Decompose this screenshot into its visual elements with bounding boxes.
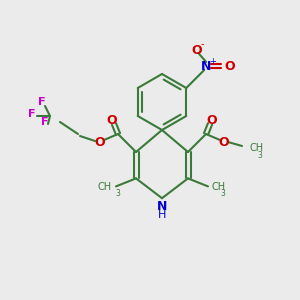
Text: CH: CH xyxy=(98,182,112,192)
Text: +: + xyxy=(209,56,216,65)
Text: O: O xyxy=(107,113,117,127)
Text: N: N xyxy=(201,59,211,73)
Text: F: F xyxy=(41,117,49,127)
Text: O: O xyxy=(95,136,105,148)
Text: CH: CH xyxy=(249,143,263,153)
Text: O: O xyxy=(224,59,235,73)
Text: 3: 3 xyxy=(220,189,225,198)
Text: CH: CH xyxy=(212,182,226,192)
Text: O: O xyxy=(191,44,202,56)
Text: 3: 3 xyxy=(115,189,120,198)
Text: -: - xyxy=(200,39,204,49)
Text: 3: 3 xyxy=(257,151,262,160)
Text: N: N xyxy=(157,200,167,213)
Text: O: O xyxy=(219,136,229,148)
Text: F: F xyxy=(38,97,46,107)
Text: H: H xyxy=(158,210,166,220)
Text: F: F xyxy=(28,109,36,119)
Text: O: O xyxy=(207,113,217,127)
